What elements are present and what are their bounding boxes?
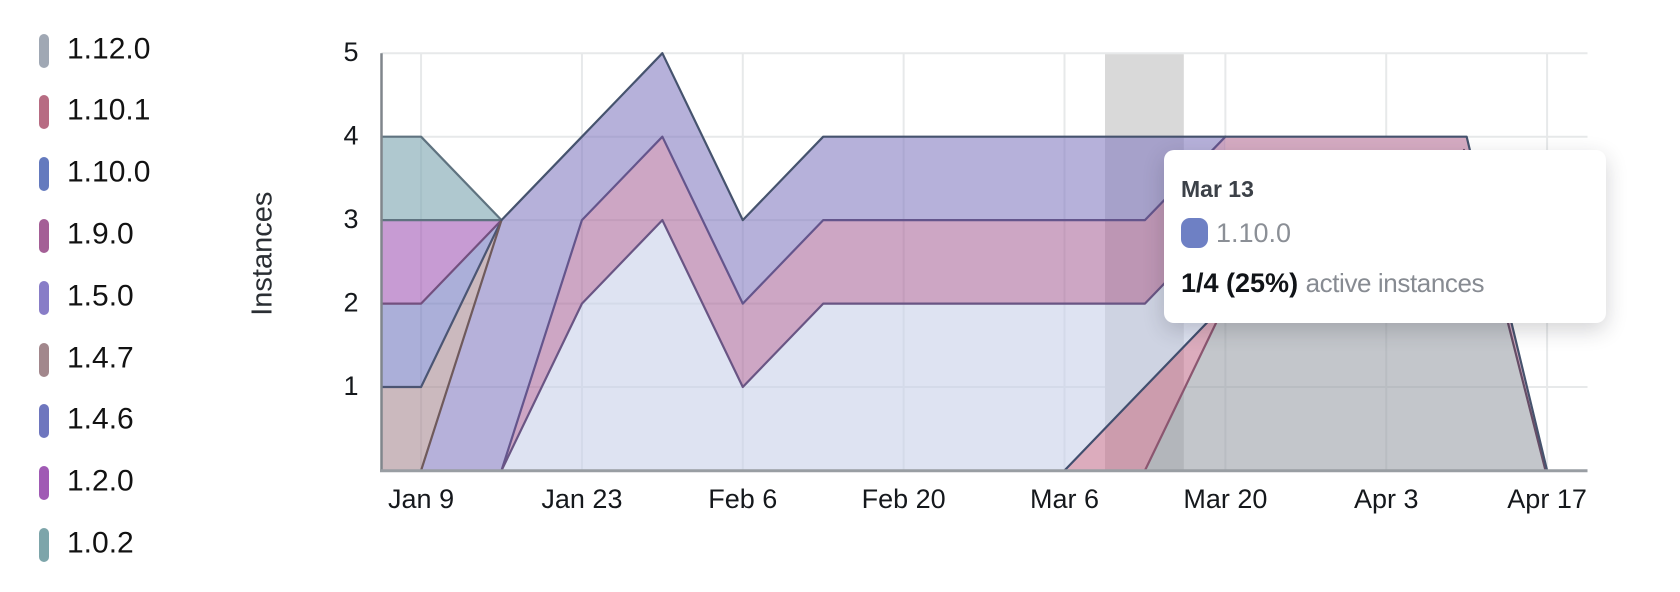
svg-text:Feb 6: Feb 6 <box>708 484 777 514</box>
svg-text:5: 5 <box>343 37 358 67</box>
svg-text:Mar 6: Mar 6 <box>1030 484 1099 514</box>
svg-text:1: 1 <box>343 371 358 401</box>
svg-text:3: 3 <box>343 204 358 234</box>
svg-text:Apr 3: Apr 3 <box>1354 484 1419 514</box>
svg-text:Jan 23: Jan 23 <box>541 484 622 514</box>
svg-text:Apr 17: Apr 17 <box>1507 484 1587 514</box>
svg-text:Mar 20: Mar 20 <box>1183 484 1267 514</box>
svg-text:Instances: Instances <box>247 192 279 316</box>
svg-text:Feb 20: Feb 20 <box>862 484 946 514</box>
svg-text:2: 2 <box>343 288 358 318</box>
svg-text:4: 4 <box>343 121 358 151</box>
svg-text:Jan 9: Jan 9 <box>388 484 454 514</box>
